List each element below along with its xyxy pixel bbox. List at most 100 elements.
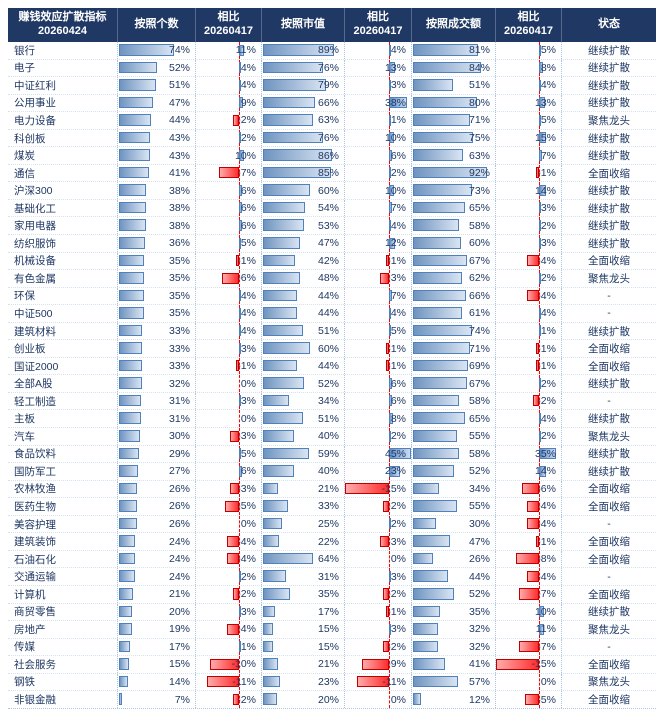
by-count-value: 17% xyxy=(168,640,190,653)
count-diff-value: 4% xyxy=(240,61,256,74)
table-row: 公用事业 47% 9% 66% 38% 80% 13% 继续扩散 xyxy=(8,94,656,113)
by-mcap-value: 21% xyxy=(317,658,339,671)
by-mcap-cell: 76% xyxy=(262,59,345,77)
col-label-date: 20260417 xyxy=(504,25,553,37)
by-turnover-cell: 55% xyxy=(412,428,496,445)
mcap-diff-value: 1% xyxy=(390,114,406,127)
by-mcap-value: 42% xyxy=(317,254,339,267)
by-turnover-cell: 69% xyxy=(412,357,496,375)
count-diff-cell: -4% xyxy=(196,533,262,550)
mcap-diff-value: -11% xyxy=(382,675,406,688)
zero-axis-line xyxy=(238,112,240,129)
value-bar xyxy=(119,307,144,319)
value-bar xyxy=(263,430,294,442)
positive-diff-bar xyxy=(538,412,541,425)
turnover-diff-cell: 2% xyxy=(496,270,562,287)
count-diff-cell: -11% xyxy=(196,673,262,691)
by-count-value: 51% xyxy=(168,79,190,92)
by-mcap-cell: 44% xyxy=(262,357,345,375)
value-bar xyxy=(413,535,450,547)
value-bar xyxy=(263,149,332,161)
sector-name: 电子 xyxy=(8,59,118,77)
turnover-diff-cell: -4% xyxy=(496,252,562,270)
mcap-diff-cell: 23% xyxy=(345,463,412,480)
by-count-cell: 38% xyxy=(118,217,196,235)
positive-diff-bar xyxy=(388,448,411,460)
value-bar xyxy=(263,184,311,196)
count-diff-value: 5% xyxy=(240,237,256,250)
by-mcap-cell: 86% xyxy=(262,147,345,164)
negative-diff-bar xyxy=(207,676,239,688)
turnover-diff-value: 4% xyxy=(540,79,556,92)
count-diff-value: 4% xyxy=(240,307,256,320)
value-bar xyxy=(413,44,479,56)
count-diff-cell: 6% xyxy=(196,217,262,235)
mcap-diff-cell: 3% xyxy=(345,621,412,638)
by-turnover-cell: 47% xyxy=(412,533,496,550)
by-mcap-cell: 25% xyxy=(262,515,345,533)
positive-diff-bar xyxy=(388,290,393,302)
status-cell: 继续扩散 xyxy=(588,413,630,426)
value-bar xyxy=(119,412,141,425)
count-diff-cell: 4% xyxy=(196,322,262,340)
by-mcap-value: 89% xyxy=(317,44,339,57)
zero-axis-line xyxy=(388,656,390,673)
mcap-diff-value: 23% xyxy=(384,465,406,478)
table-row: 沪深300 38% 6% 60% 10% 73% 14% 继续扩散 xyxy=(8,182,656,200)
table-row: 传媒 17% 1% 15% -2% 32% -7% - xyxy=(8,638,656,657)
count-diff-cell: 9% xyxy=(196,94,262,112)
zero-axis-line xyxy=(238,375,240,392)
table-row: 建筑装饰 24% -4% 22% -3% 47% -1% 全面收缩 xyxy=(8,533,656,551)
by-turnover-cell: 60% xyxy=(412,235,496,252)
zero-axis-line xyxy=(388,480,390,498)
value-bar xyxy=(119,96,154,109)
count-diff-cell: 0% xyxy=(196,410,262,428)
negative-diff-bar xyxy=(362,658,389,670)
count-diff-value: -6% xyxy=(237,272,256,285)
by-mcap-cell: 21% xyxy=(262,656,345,673)
by-count-cell: 17% xyxy=(118,638,196,656)
negative-diff-bar xyxy=(382,500,389,512)
mcap-diff-cell: -1% xyxy=(345,357,412,375)
count-diff-value: 4% xyxy=(240,325,256,338)
negative-diff-bar xyxy=(536,167,539,179)
table-row: 基础化工 38% 6% 54% 7% 65% 3% 继续扩散 xyxy=(8,199,656,218)
count-diff-value: 6% xyxy=(240,184,256,197)
turnover-diff-cell: 2% xyxy=(496,375,562,392)
turnover-diff-value: 1% xyxy=(540,325,556,338)
value-bar xyxy=(263,517,282,530)
mcap-diff-cell: 38% xyxy=(345,94,412,112)
sector-name: 交通运输 xyxy=(8,568,118,585)
negative-diff-bar xyxy=(230,430,239,442)
by-mcap-cell: 63% xyxy=(262,112,345,129)
zero-axis-line xyxy=(388,252,390,270)
by-turnover-cell: 71% xyxy=(412,340,496,357)
turnover-diff-value: 8% xyxy=(540,61,556,74)
by-turnover-value: 30% xyxy=(468,518,490,531)
by-turnover-value: 44% xyxy=(468,570,490,583)
positive-diff-bar xyxy=(538,97,546,109)
by-turnover-value: 61% xyxy=(468,307,490,320)
turnover-diff-cell: 35% xyxy=(496,445,562,463)
by-turnover-value: 58% xyxy=(468,219,490,232)
by-count-cell: 35% xyxy=(118,287,196,305)
by-mcap-cell: 51% xyxy=(262,410,345,428)
value-bar xyxy=(119,658,129,670)
by-mcap-cell: 59% xyxy=(262,445,345,463)
by-turnover-value: 71% xyxy=(468,114,490,127)
status-cell: 全面收缩 xyxy=(588,536,630,549)
positive-diff-bar xyxy=(538,44,542,56)
by-count-cell: 74% xyxy=(118,42,196,59)
mcap-diff-cell: 4% xyxy=(345,305,412,322)
by-count-value: 74% xyxy=(168,44,190,57)
positive-diff-bar xyxy=(238,307,241,319)
mcap-diff-cell: 4% xyxy=(345,217,412,235)
zero-axis-line xyxy=(538,638,540,656)
by-turnover-value: 58% xyxy=(468,395,490,408)
value-bar xyxy=(263,482,279,495)
turnover-diff-value: -15% xyxy=(531,658,556,671)
turnover-diff-value: 2% xyxy=(540,219,556,232)
col-label: 按照个数 xyxy=(134,18,179,31)
header-col-count-diff: 相比 20260417 xyxy=(196,8,262,42)
by-mcap-cell: 35% xyxy=(262,585,345,603)
